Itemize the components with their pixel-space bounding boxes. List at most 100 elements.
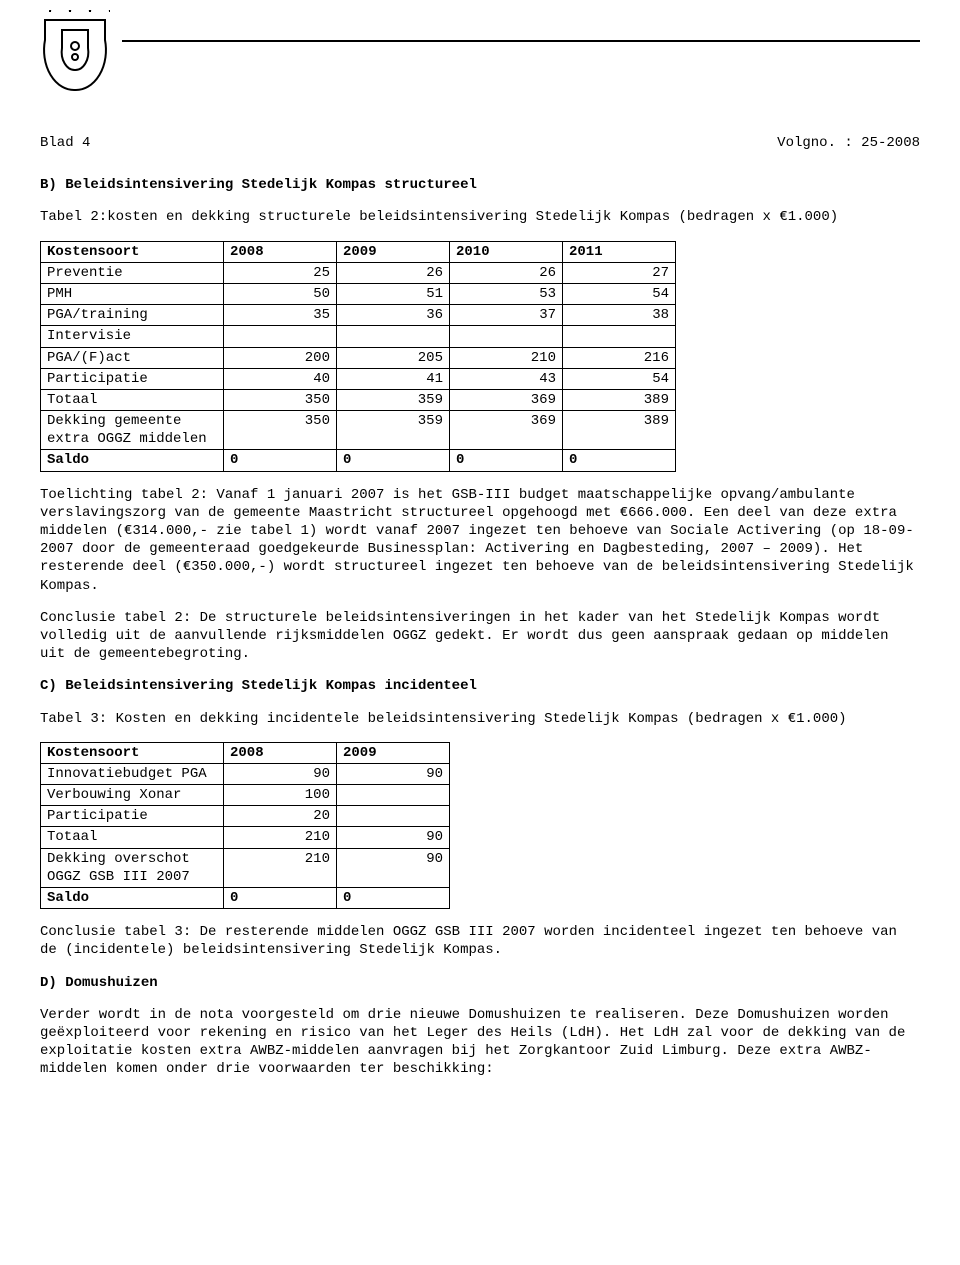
row-label: Totaal — [41, 827, 224, 848]
row-label: PGA/training — [41, 305, 224, 326]
cell: 90 — [337, 848, 450, 887]
table-row: Intervisie — [41, 326, 676, 347]
cell: 43 — [450, 368, 563, 389]
cell: 26 — [450, 262, 563, 283]
section-c-heading: C) Beleidsintensivering Stedelijk Kompas… — [40, 677, 920, 695]
saldo-label: Saldo — [41, 450, 224, 471]
cell: 40 — [224, 368, 337, 389]
col-header: Kostensoort — [41, 241, 224, 262]
cell: 37 — [450, 305, 563, 326]
cell: 389 — [563, 411, 676, 450]
cell — [450, 326, 563, 347]
table-row: PMH50515354 — [41, 283, 676, 304]
col-header: 2011 — [563, 241, 676, 262]
cell: 205 — [337, 347, 450, 368]
cell: 54 — [563, 368, 676, 389]
cell: 359 — [337, 389, 450, 410]
cell: 0 — [224, 888, 337, 909]
row-label: Preventie — [41, 262, 224, 283]
row-label: Innovatiebudget PGA — [41, 763, 224, 784]
table-row: Totaal350359369389 — [41, 389, 676, 410]
row-label: Dekking gemeente extra OGGZ middelen — [41, 411, 224, 450]
cell: 369 — [450, 411, 563, 450]
cell: 0 — [337, 450, 450, 471]
header-rule — [122, 40, 920, 42]
table-row: Totaal21090 — [41, 827, 450, 848]
conclusie-3: Conclusie tabel 3: De resterende middele… — [40, 923, 920, 959]
row-label: PMH — [41, 283, 224, 304]
table-row: Saldo 0 0 — [41, 888, 450, 909]
cell: 359 — [337, 411, 450, 450]
row-label: Participatie — [41, 806, 224, 827]
col-header: 2008 — [224, 241, 337, 262]
table-row: Participatie20 — [41, 806, 450, 827]
cell: 25 — [224, 262, 337, 283]
col-header: 2008 — [224, 742, 337, 763]
section-d-body: Verder wordt in de nota voorgesteld om d… — [40, 1006, 920, 1079]
cell: 210 — [224, 848, 337, 887]
letterhead — [40, 0, 920, 94]
cell: 54 — [563, 283, 676, 304]
cell: 350 — [224, 389, 337, 410]
cell: 90 — [224, 763, 337, 784]
cell: 216 — [563, 347, 676, 368]
table-row: Kostensoort 2008 2009 2010 2011 — [41, 241, 676, 262]
table-row: Dekking gemeente extra OGGZ middelen3503… — [41, 411, 676, 450]
cell — [337, 806, 450, 827]
cell: 51 — [337, 283, 450, 304]
cell — [337, 326, 450, 347]
cell: 53 — [450, 283, 563, 304]
table-row: Kostensoort 2008 2009 — [41, 742, 450, 763]
table3-caption: Tabel 3: Kosten en dekking incidentele b… — [40, 710, 920, 728]
row-label: PGA/(F)act — [41, 347, 224, 368]
saldo-label: Saldo — [41, 888, 224, 909]
table-row: Verbouwing Xonar100 — [41, 785, 450, 806]
cell: 41 — [337, 368, 450, 389]
row-label: Dekking overschot OGGZ GSB III 2007 — [41, 848, 224, 887]
col-header: 2009 — [337, 742, 450, 763]
section-b-heading: B) Beleidsintensivering Stedelijk Kompas… — [40, 176, 920, 194]
cell — [337, 785, 450, 806]
cell: 0 — [224, 450, 337, 471]
table-2: Kostensoort 2008 2009 2010 2011 Preventi… — [40, 241, 676, 472]
table-row: Dekking overschot OGGZ GSB III 200721090 — [41, 848, 450, 887]
crest-icon — [40, 10, 110, 94]
table2-caption: Tabel 2:kosten en dekking structurele be… — [40, 208, 920, 226]
table-row: PGA/training35363738 — [41, 305, 676, 326]
content: B) Beleidsintensivering Stedelijk Kompas… — [40, 176, 920, 1078]
cell: 210 — [224, 827, 337, 848]
volgno-label: Volgno. : 25-2008 — [777, 134, 920, 152]
page: Blad 4 Volgno. : 25-2008 B) Beleidsinten… — [0, 0, 960, 1265]
conclusie-2: Conclusie tabel 2: De structurele beleid… — [40, 609, 920, 664]
col-header: 2009 — [337, 241, 450, 262]
table-row: Preventie25262627 — [41, 262, 676, 283]
col-header: 2010 — [450, 241, 563, 262]
cell: 100 — [224, 785, 337, 806]
blad-label: Blad 4 — [40, 134, 90, 152]
table-row: Innovatiebudget PGA9090 — [41, 763, 450, 784]
cell: 20 — [224, 806, 337, 827]
cell: 389 — [563, 389, 676, 410]
cell: 200 — [224, 347, 337, 368]
col-header: Kostensoort — [41, 742, 224, 763]
table-row: PGA/(F)act200205210216 — [41, 347, 676, 368]
table-3: Kostensoort 2008 2009 Innovatiebudget PG… — [40, 742, 450, 910]
cell — [563, 326, 676, 347]
cell: 26 — [337, 262, 450, 283]
row-label: Totaal — [41, 389, 224, 410]
cell: 50 — [224, 283, 337, 304]
row-label: Intervisie — [41, 326, 224, 347]
section-d-heading: D) Domushuizen — [40, 974, 920, 992]
toelichting-2: Toelichting tabel 2: Vanaf 1 januari 200… — [40, 486, 920, 595]
cell: 350 — [224, 411, 337, 450]
page-head: Blad 4 Volgno. : 25-2008 — [40, 134, 920, 152]
cell: 36 — [337, 305, 450, 326]
row-label: Participatie — [41, 368, 224, 389]
row-label: Verbouwing Xonar — [41, 785, 224, 806]
cell: 0 — [337, 888, 450, 909]
cell: 0 — [563, 450, 676, 471]
cell: 38 — [563, 305, 676, 326]
cell — [224, 326, 337, 347]
cell: 90 — [337, 827, 450, 848]
cell: 35 — [224, 305, 337, 326]
